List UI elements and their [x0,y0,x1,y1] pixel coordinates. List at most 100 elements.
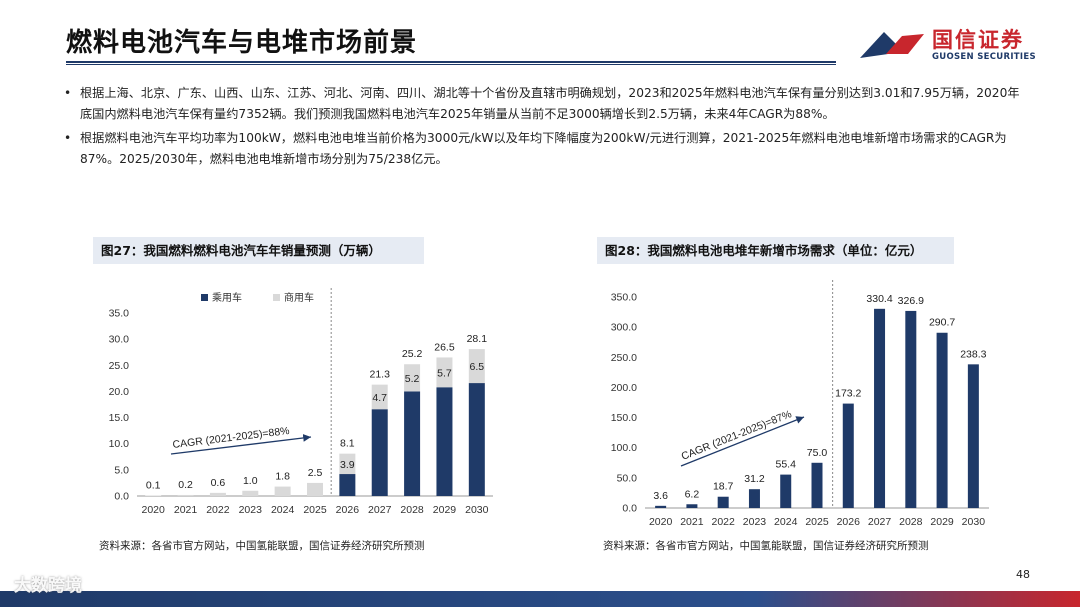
x-tick-label: 2024 [774,516,798,525]
y-tick-label: 5.0 [114,464,129,476]
data-label: 2.5 [308,467,323,479]
legend-swatch-passenger [201,294,208,301]
x-tick-label: 2020 [142,504,166,516]
y-tick-label: 350.0 [611,292,637,304]
y-tick-label: 50.0 [617,472,638,484]
bar [967,364,979,508]
x-tick-label: 2021 [680,516,704,525]
chart-2-header: 图28：我国燃料电池电堆年新增市场需求（单位：亿元） [597,237,954,264]
bar-segment-commercial [209,492,226,496]
page-title: 燃料电池汽车与电堆市场前景 [66,28,418,58]
bar [842,403,854,508]
bullet-text: 根据上海、北京、广东、山西、山东、江苏、河北、河南、四川、湖北等十个省份及直辖市… [80,86,1020,121]
data-label: 18.7 [713,481,734,493]
data-label: 1.8 [275,471,290,483]
bar-segment-commercial [145,495,162,496]
x-tick-label: 2028 [899,516,923,525]
bar [717,496,729,508]
x-tick-label: 2024 [271,504,295,516]
bar-segment-passenger [436,387,453,496]
cagr-annotation: CAGR (2021-2025)=87% [680,408,794,463]
chart-1-source: 资料来源：各省市官方网站，中国氢能联盟，国信证券经济研究所预测 [99,540,425,552]
data-label: 21.3 [370,369,391,381]
data-label: 8.1 [340,438,355,450]
cagr-arrow [680,416,805,467]
data-label: 1.0 [243,475,258,487]
chart-2-source: 资料来源：各省市官方网站，中国氢能联盟，国信证券经济研究所预测 [603,540,929,552]
y-tick-label: 20.0 [109,386,130,398]
bar-segment-commercial [404,364,421,392]
data-label: 326.9 [898,295,924,307]
bullet-dot: • [64,86,72,100]
logo-text-en: GUOSEN SECURITIES [932,52,1036,62]
legend-swatch-commercial [273,294,280,301]
x-tick-label: 2027 [868,516,892,525]
bar-segment-commercial [339,453,356,475]
x-tick-label: 2022 [206,504,230,516]
bar-segment-commercial [177,494,194,496]
bullet-item: • 根据上海、北京、广东、山西、山东、江苏、河北、河南、四川、湖北等十个省份及直… [64,83,1024,125]
bar-segment-commercial [307,482,323,496]
legend-label-passenger: 乘用车 [212,291,242,304]
bar-segment-commercial [468,349,485,384]
y-tick-label: 250.0 [611,352,637,364]
y-tick-label: 0.0 [622,503,637,515]
footer-bar [0,591,1080,607]
data-label: 238.3 [960,348,986,360]
x-tick-label: 2020 [649,516,673,525]
data-label: 55.4 [776,459,797,471]
bar-segment-passenger [468,383,485,496]
segment-label: 5.2 [405,373,420,385]
data-label: 26.5 [434,341,455,353]
chart-2-stack-market: 0.0 50.0 100.0 150.0 200.0 250.0 300.0 350.0 202… [611,280,989,525]
bullet-list: • 根据上海、北京、广东、山西、山东、江苏、河北、河南、四川、湖北等十个省份及直… [64,83,1024,173]
x-tick-label: 2030 [465,504,489,516]
chart-1-vehicle-sales: 0.0 5.0 10.0 15.0 20.0 25.0 30.0 35.0 2020 0.1 202… [109,288,493,516]
y-tick-label: 25.0 [109,360,130,372]
bar-segment-commercial [371,384,388,410]
bar [748,489,760,508]
bullet-item: • 根据燃料电池汽车平均功率为100kW，燃料电池电堆当前价格为3000元/kW… [64,128,1024,170]
bar [686,504,698,508]
x-tick-label: 2030 [962,516,986,525]
y-tick-label: 30.0 [109,334,130,346]
bar-segment-commercial [436,357,453,388]
chart-1-header: 图27：我国燃料燃料电池汽车年销量预测（万辆） [93,237,424,264]
x-tick-label: 2022 [712,516,736,525]
bar-segment-commercial [242,490,259,496]
cagr-arrow [170,434,312,455]
x-tick-label: 2029 [433,504,457,516]
data-label: 173.2 [835,388,861,400]
y-tick-label: 15.0 [109,412,130,424]
bar [936,332,948,508]
data-label: 330.4 [866,293,892,305]
data-label: 290.7 [929,317,955,329]
data-label: 31.2 [744,473,765,485]
segment-label: 5.7 [437,367,452,379]
title-rule-thin [66,64,836,65]
bullet-dot: • [64,131,72,145]
y-tick-label: 100.0 [611,442,637,454]
x-tick-label: 2028 [400,504,424,516]
watermark-text: 大数跨境 [14,576,82,596]
data-label: 3.6 [653,490,668,502]
bar-segment-passenger [339,474,356,496]
x-tick-label: 2023 [239,504,263,516]
data-label: 75.0 [807,447,828,459]
x-tick-label: 2025 [303,504,327,516]
y-tick-label: 300.0 [611,322,637,334]
data-label: 28.1 [467,333,488,345]
bar [655,505,667,508]
data-label: 0.6 [211,477,226,489]
bar [905,310,917,508]
title-rule [66,61,836,63]
segment-label: 4.7 [372,392,387,404]
bar [874,308,886,508]
segment-label: 3.9 [340,459,355,471]
x-tick-label: 2025 [805,516,829,525]
x-tick-label: 2026 [336,504,360,516]
data-label: 0.1 [146,479,161,491]
y-tick-label: 150.0 [611,412,637,424]
x-tick-label: 2023 [743,516,767,525]
page-number: 48 [1016,568,1030,581]
